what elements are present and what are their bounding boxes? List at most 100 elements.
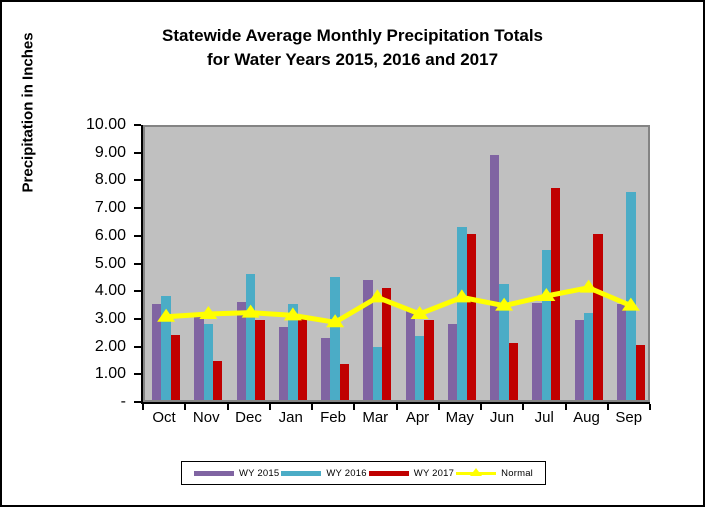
x-axis-tick-label-apr: Apr (405, 409, 430, 426)
normal-line-layer (157, 279, 640, 328)
y-axis-tick-label: 5.00 (94, 254, 126, 272)
legend-label-normal: Normal (501, 467, 533, 479)
bar-wy-2016-feb (330, 276, 340, 400)
bar-wy-2015-jun (490, 154, 500, 400)
bar-wy-2016-jun (499, 283, 509, 400)
x-axis-tick-label-feb: Feb (320, 409, 346, 426)
legend-swatch-wy-2016 (281, 470, 322, 476)
legend: WY 2015 WY 2016 WY 2017 Normal (181, 461, 546, 485)
x-axis-tick-mark (437, 404, 440, 410)
y-axis-tick-mark (134, 234, 141, 237)
bar-wy-2015-feb (321, 337, 331, 400)
y-axis-title: Precipitation in Inches (19, 32, 37, 193)
y-axis-tick-mark (134, 345, 141, 348)
y-axis-tick-mark (134, 290, 141, 293)
y-axis-tick-label: 7.00 (94, 199, 126, 217)
bar-wy-2016-mar (372, 347, 383, 400)
chart-title: Statewide Average Monthly Precipitation … (2, 24, 703, 72)
x-axis-tick-label-aug: Aug (573, 409, 600, 426)
x-axis-tick-mark (184, 404, 187, 410)
bar-wy-2016-oct (161, 296, 171, 400)
x-axis-tick-label-sep: Sep (615, 409, 643, 426)
legend-item-wy-2015: WY 2015 (194, 468, 279, 479)
chart-title-line2: for Water Years 2015, 2016 and 2017 (206, 50, 499, 69)
normal-line (165, 285, 632, 325)
bar-wy-2015-nov (194, 312, 204, 400)
bar-wy-2017-nov (213, 361, 223, 400)
normal-marker-feb (326, 314, 345, 328)
normal-marker-may (452, 289, 471, 303)
y-axis-tick-mark (134, 317, 141, 320)
normal-marker-jan (283, 307, 302, 321)
bar-wy-2017-oct (170, 334, 181, 400)
x-axis-tick-mark (353, 404, 356, 410)
x-axis-tick-mark (142, 404, 144, 410)
y-axis-tick-label: 1.00 (94, 365, 126, 383)
bar-wy-2015-aug (574, 319, 584, 400)
y-axis-tick-label: 3.00 (94, 309, 126, 327)
bar-wy-2017-jan (297, 315, 307, 400)
y-axis-tick-label: 10.00 (85, 116, 126, 133)
y-axis-tick-label: - (120, 393, 126, 410)
legend-label-wy-2016: WY 2016 (326, 467, 367, 479)
y-axis-tick-mark (134, 401, 141, 403)
y-axis-tick-mark (134, 373, 141, 376)
x-axis-tick-mark (649, 404, 651, 410)
normal-marker-oct (157, 308, 176, 322)
x-axis-line (141, 402, 650, 404)
normal-marker-mar (368, 289, 387, 303)
bar-wy-2015-jul (532, 303, 542, 400)
normal-marker-aug (579, 279, 598, 293)
x-axis-tick-label-jul: Jul (534, 409, 554, 426)
bar-wy-2015-dec (236, 301, 246, 400)
bar-wy-2016-dec (245, 273, 256, 400)
x-axis-tick-label-oct: Oct (152, 409, 176, 426)
normal-marker-nov (199, 305, 218, 319)
x-axis-tick-label-jan: Jan (278, 409, 303, 426)
bar-wy-2015-sep (616, 304, 627, 400)
x-axis-tick-mark (395, 404, 398, 410)
x-axis-tick-label-may: May (445, 409, 474, 426)
bar-wy-2015-oct (152, 304, 162, 400)
y-axis-tick-label: 4.00 (94, 282, 126, 300)
x-axis-tick-mark (606, 404, 609, 410)
x-axis-tick-label-jun: Jun (489, 409, 515, 426)
y-axis-tick-mark (134, 179, 141, 182)
x-axis-tick-mark (226, 404, 229, 410)
bar-wy-2017-mar (382, 287, 392, 400)
bar-wy-2017-feb (339, 364, 350, 400)
bar-wy-2017-apr (424, 319, 434, 400)
y-axis-tick-mark (134, 262, 141, 265)
legend-swatch-wy-2017 (368, 470, 409, 476)
x-axis-tick-label-mar: Mar (362, 409, 389, 426)
legend-item-wy-2016: WY 2016 (281, 467, 367, 479)
normal-marker-sep (621, 297, 640, 311)
bar-wy-2017-jun (508, 343, 519, 400)
y-axis-tick-mark (134, 124, 141, 126)
bar-wy-2015-apr (405, 309, 415, 400)
x-axis-tick-mark (311, 404, 313, 410)
normal-marker-apr (410, 305, 429, 319)
normal-marker-jun (495, 297, 514, 311)
bar-wy-2016-sep (626, 192, 636, 400)
bar-wy-2015-mar (363, 279, 373, 400)
legend-swatch-normal-line (456, 467, 497, 476)
x-axis-tick-mark (564, 404, 567, 410)
bar-wy-2017-aug (593, 233, 603, 400)
chart-title-line1: Statewide Average Monthly Precipitation … (162, 26, 543, 45)
legend-label-wy-2015: WY 2015 (239, 467, 280, 479)
bar-wy-2016-aug (583, 312, 594, 400)
y-axis-tick-mark (134, 151, 141, 154)
x-axis-tick-mark (268, 404, 271, 410)
y-axis-tick-label: 6.00 (94, 226, 126, 244)
x-axis-tick-mark (480, 404, 482, 410)
bar-wy-2016-jul (541, 250, 552, 400)
x-axis-tick-label-dec: Dec (235, 409, 262, 426)
x-axis-tick-label-nov: Nov (192, 409, 220, 426)
bar-wy-2017-sep (635, 344, 645, 400)
legend-swatch-wy-2015 (194, 470, 234, 476)
bar-wy-2015-jan (278, 326, 289, 400)
x-axis-tick-mark (522, 404, 525, 410)
bar-wy-2017-dec (255, 319, 265, 400)
